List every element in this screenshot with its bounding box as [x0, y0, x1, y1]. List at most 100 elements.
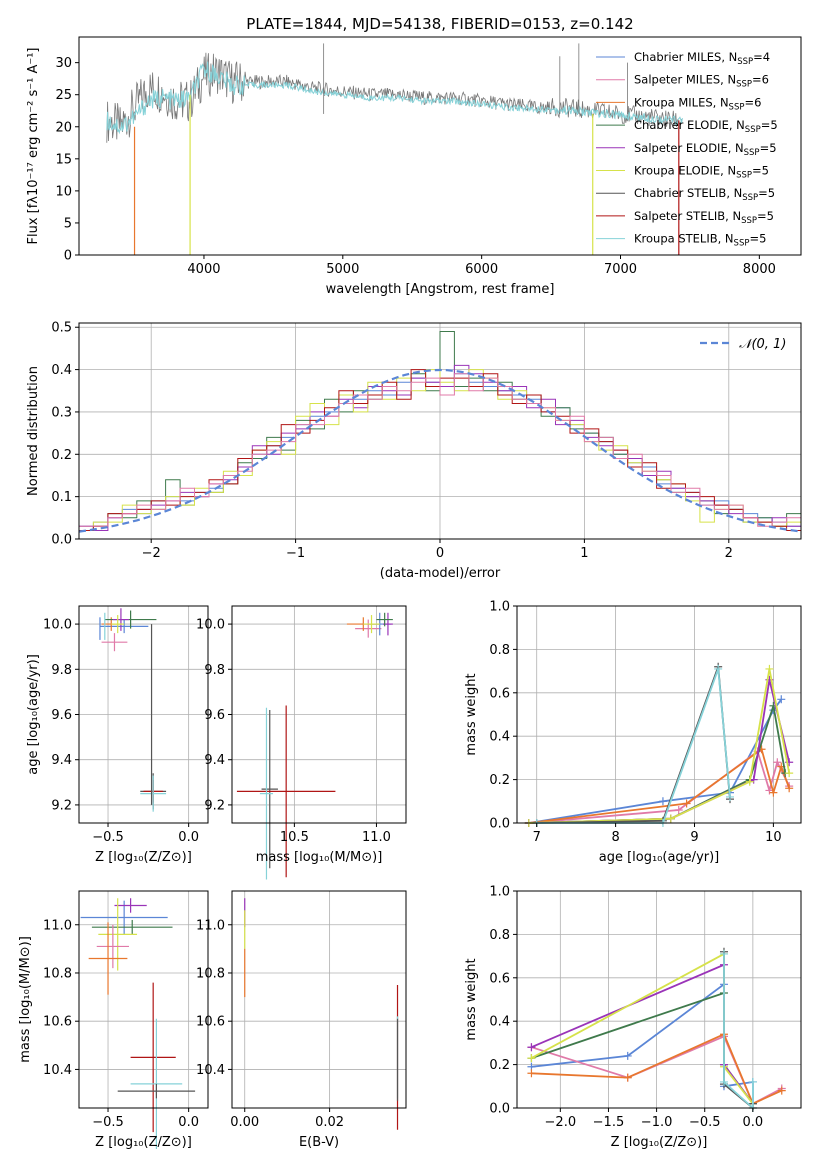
data-point-marker — [658, 797, 667, 806]
chart-title: PLATE=1844, MJD=54138, FIBERID=0153, z=0… — [246, 15, 633, 33]
errorbar-salpeter_miles — [355, 619, 382, 638]
errorbar-kroupa_elodie — [111, 615, 125, 634]
data-point-marker — [785, 769, 794, 778]
errorbar-salpeter_stelib — [236, 705, 336, 878]
x-tick-label: 10.5 — [280, 830, 309, 845]
x-axis-label: Z [log₁₀(Z/Z⊙)] — [95, 850, 192, 865]
mass_age-axes: 10.5 11.0 9.2 9.4 9.6 9.8 10.0 mass [log₁₀(M/M⊙… — [196, 605, 407, 880]
x-tick-label: 4000 — [187, 262, 220, 277]
y-tick-label: 15 — [55, 152, 72, 167]
errorbar-salpeter_miles — [96, 924, 129, 969]
weight-series-kroupa_elodie — [524, 664, 794, 827]
data-point-marker — [527, 1069, 536, 1078]
data-point-marker — [769, 788, 778, 797]
errorbar-chabrier_elodie — [91, 919, 173, 935]
x-tick-label: 8 — [611, 830, 619, 845]
legend-entry: Salpeter ELODIE, NSSP=5 — [634, 141, 777, 158]
x-tick-label: 8000 — [743, 262, 776, 277]
y-tick-label: 10 — [55, 184, 72, 199]
legend-entry: Chabrier MILES, NSSP=4 — [634, 50, 770, 67]
y-tick-label: 20 — [55, 120, 72, 135]
x-tick-label: 0.00 — [230, 1115, 259, 1130]
y-tick-label: 0.3 — [51, 405, 72, 420]
x-tick-label: −1.0 — [641, 1115, 673, 1130]
data-point-marker — [674, 805, 683, 814]
y-tick-label: 0.2 — [489, 773, 510, 788]
x-tick-label: −1 — [286, 546, 305, 561]
axes-frame — [516, 890, 802, 1109]
x-tick-label: −0.5 — [689, 1115, 721, 1130]
y-tick-label: 0.4 — [489, 730, 510, 745]
axes-layer: 4000 5000 6000 7000 8000051015202530waveleng… — [18, 36, 802, 1150]
data-point-marker — [623, 1051, 632, 1060]
x-tick-label: 10 — [765, 830, 782, 845]
x-axis-label: (data-model)/error — [380, 566, 501, 581]
z_weight-axes: −2.0 −1.5 −1.0 −0.5 0.0 0.0 0.2 0.4 0.6 0.8 1.0 Z [… — [464, 885, 802, 1150]
normal-curve — [78, 368, 802, 533]
weight-series-kroupa_miles — [524, 745, 794, 827]
x-tick-label: 6000 — [465, 262, 498, 277]
residuals-axes: −2 −1 0 1 2 0.0 0.1 0.2 0.3 0.4 0.5 (data-model)/er… — [26, 321, 802, 581]
data-point-marker — [745, 777, 754, 786]
y-tick-label: 10.6 — [43, 1015, 72, 1030]
y-tick-label: 0.2 — [489, 1058, 510, 1073]
data-point-marker — [666, 814, 675, 823]
y-tick-label: 0.0 — [489, 817, 510, 832]
legend-entry: Kroupa STELIB, NSSP=5 — [634, 232, 766, 249]
x-tick-label: 5000 — [326, 262, 359, 277]
y-tick-label: 11.0 — [43, 918, 72, 933]
y-axis-label: mass weight — [464, 673, 479, 755]
spectrum-data-line — [106, 52, 683, 143]
legend-entry: Chabrier ELODIE, NSSP=5 — [634, 118, 778, 135]
z_age-axes: −0.5 0.0 9.2 9.4 9.6 9.8 10.0 Z [log₁₀(Z/Z⊙)] ag… — [26, 605, 209, 865]
z_weight-plot — [527, 947, 786, 1112]
data-point-marker — [527, 1043, 536, 1052]
data-point-marker — [623, 1073, 632, 1082]
y-tick-label: 11.0 — [196, 918, 225, 933]
y-tick-label: 1.0 — [489, 600, 510, 615]
y-tick-label: 10.0 — [196, 618, 225, 633]
age_weight-plot — [524, 662, 794, 827]
data-point-marker — [719, 1077, 728, 1086]
errorbar-salpeter_miles — [101, 633, 128, 652]
y-tick-label: 0 — [64, 249, 72, 264]
legend-entry: 𝒩(0, 1) — [739, 337, 786, 352]
y-axis-label: mass [log₁₀(M/M⊙)] — [18, 936, 33, 1063]
weight-series-chabrier_stelib — [719, 947, 757, 1112]
spectrum-model-line — [106, 61, 683, 135]
x-tick-label: 7000 — [604, 262, 637, 277]
y-tick-label: 10.6 — [196, 1015, 225, 1030]
errorbar-kroupa_elodie — [98, 898, 138, 971]
legend-entry: Salpeter STELIB, NSSP=5 — [634, 209, 774, 226]
data-point-marker — [748, 1077, 757, 1086]
age_weight-axes: 7 8 9 10 0.0 0.2 0.4 0.6 0.8 1.0 age [log₁₀(age/yr… — [464, 600, 802, 865]
axes-frame — [231, 890, 407, 1109]
errorbar-chabrier_miles — [80, 900, 168, 935]
y-tick-label: 9.8 — [51, 663, 72, 678]
errorbar-kroupa_stelib — [140, 775, 167, 812]
y-tick-label: 5 — [64, 216, 72, 231]
weight-series-kroupa_stelib — [719, 949, 757, 1112]
weight-series-salpeter_elodie — [524, 675, 794, 827]
data-point-marker — [682, 799, 691, 808]
y-tick-label: 0.4 — [51, 363, 72, 378]
y-axis-label: Flux [fλ10⁻¹⁷ erg cm⁻² s⁻¹ A⁻¹] — [26, 48, 41, 245]
legend-entry: Kroupa ELODIE, NSSP=5 — [634, 164, 769, 181]
x-tick-label: 0 — [436, 546, 444, 561]
spectrum-legend: Chabrier MILES, NSSP=4 Salpeter MILES, NS… — [596, 50, 778, 249]
x-axis-label: age [log₁₀(age/yr)] — [599, 850, 720, 865]
errorbar-chabrier_miles — [99, 619, 149, 634]
data-point-marker — [785, 784, 794, 793]
y-axis-label: age [log₁₀(age/yr)] — [26, 654, 41, 775]
x-tick-label: 1 — [580, 546, 588, 561]
histogram-series-salpeter_miles — [79, 373, 801, 527]
x-tick-label: −2.0 — [545, 1115, 577, 1130]
legend-entry: Salpeter MILES, NSSP=6 — [634, 73, 769, 90]
legend-entry: Chabrier STELIB, NSSP=5 — [634, 186, 775, 203]
axes-frame — [516, 605, 802, 824]
y-tick-label: 9.8 — [204, 663, 225, 678]
errorbar-salpeter_elodie — [114, 898, 147, 913]
data-point-marker — [777, 695, 786, 704]
legend-entry: Kroupa MILES, NSSP=6 — [634, 95, 761, 112]
x-tick-label: 7 — [533, 830, 541, 845]
